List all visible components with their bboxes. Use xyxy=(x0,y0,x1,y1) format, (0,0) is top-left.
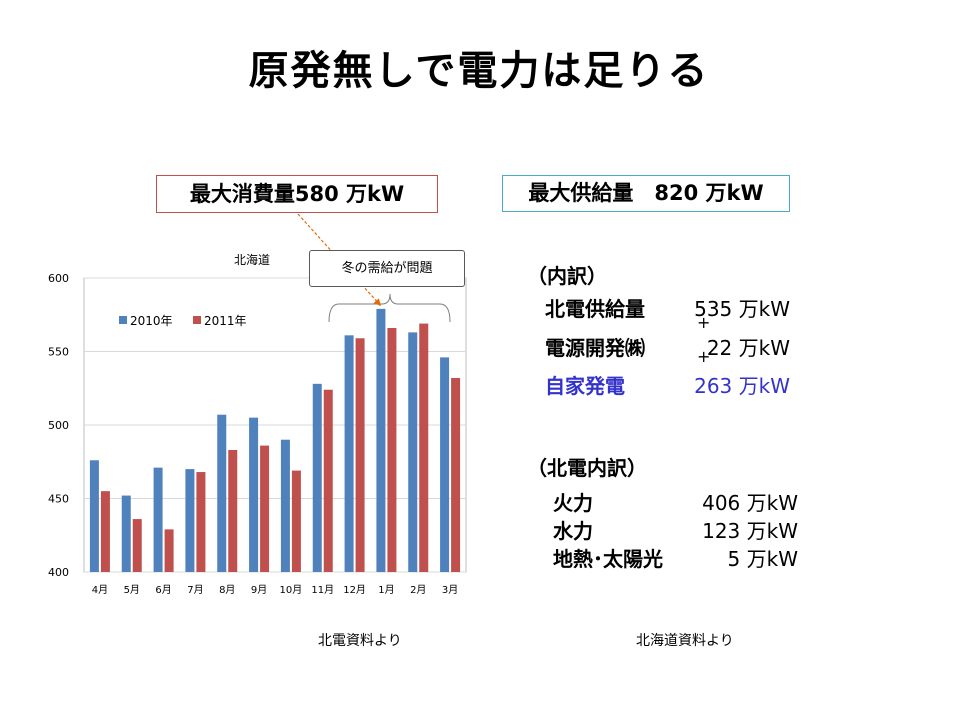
breakdown-label-jpower: 電源開発㈱ xyxy=(545,336,645,360)
bar-2011 xyxy=(196,472,206,572)
bar-2010 xyxy=(280,439,290,572)
x-tick-label: 7月 xyxy=(187,584,203,596)
x-tick-label: 6月 xyxy=(155,584,171,596)
x-tick-label: 2月 xyxy=(410,584,426,596)
breakdown-value-hokuden: 535 万kW xyxy=(694,297,790,321)
hokuden-label-geo-solar: 地熱･太陽光 xyxy=(553,547,663,571)
x-tick-label: 12月 xyxy=(343,584,366,596)
x-tick-label: 10月 xyxy=(280,584,303,596)
bar-2011 xyxy=(291,470,301,572)
bar-2010 xyxy=(312,383,322,572)
hokuden-label-hydro: 水力 xyxy=(553,519,593,543)
y-tick-label: 600 xyxy=(48,272,69,285)
x-tick-label: 5月 xyxy=(124,584,140,596)
source-right: 北海道資料より xyxy=(636,633,734,649)
legend-swatch-2011 xyxy=(193,316,201,324)
bar-2010 xyxy=(376,308,386,572)
bar-2011 xyxy=(260,445,270,572)
bar-2010 xyxy=(249,417,259,572)
x-tick-label: 3月 xyxy=(442,584,458,596)
hokuden-value-thermal: 406 万kW xyxy=(702,491,798,515)
max-supply-box: 最大供給量 820 万kW xyxy=(502,175,790,212)
plus-sign: + xyxy=(697,347,711,366)
hokuden-value-hydro: 123 万kW xyxy=(702,519,798,543)
chart-title: 北海道 xyxy=(234,252,270,267)
bar-2010 xyxy=(408,332,418,572)
bar-2010 xyxy=(185,469,195,572)
max-consumption-box: 最大消費量580 万kW xyxy=(156,175,438,213)
x-tick-label: 1月 xyxy=(378,584,394,596)
hokuden-value-geo-solar: 5 万kW xyxy=(727,547,798,571)
breakdown-heading: （内訳） xyxy=(527,264,607,288)
y-tick-label: 450 xyxy=(48,493,69,506)
x-tick-label: 11月 xyxy=(311,584,334,596)
plus-sign: + xyxy=(697,313,711,332)
x-tick-label: 4月 xyxy=(92,584,108,596)
bar-2011 xyxy=(100,491,110,572)
y-tick-label: 550 xyxy=(48,346,69,359)
bar-2011 xyxy=(387,327,397,572)
page-title: 原発無しで電力は足りる xyxy=(248,48,710,94)
bar-2010 xyxy=(153,467,163,572)
y-tick-label: 400 xyxy=(48,566,69,579)
bar-2010 xyxy=(121,495,131,572)
breakdown-label-selfgen: 自家発電 xyxy=(545,374,625,398)
hokuden-label-thermal: 火力 xyxy=(553,491,593,515)
bar-2011 xyxy=(228,449,238,572)
x-tick-label: 8月 xyxy=(219,584,235,596)
breakdown-value-selfgen: 263 万kW xyxy=(694,374,790,398)
bar-2011 xyxy=(355,338,365,572)
source-left: 北電資料より xyxy=(318,633,402,649)
y-tick-label: 500 xyxy=(48,419,69,432)
bar-2011 xyxy=(164,529,174,572)
bar-2011 xyxy=(419,323,429,572)
bar-2010 xyxy=(217,414,227,572)
bar-2010 xyxy=(344,335,354,572)
hokuden-heading: （北電内訳） xyxy=(527,456,647,480)
x-tick-label: 9月 xyxy=(251,584,267,596)
breakdown-label-hokuden: 北電供給量 xyxy=(545,297,645,321)
winter-bracket xyxy=(328,293,451,323)
bar-2010 xyxy=(89,460,99,572)
bar-2011 xyxy=(323,389,333,572)
legend-swatch-2010 xyxy=(119,316,127,324)
bar-2011 xyxy=(451,377,461,572)
bar-2011 xyxy=(132,519,142,572)
legend-label: 2011年 xyxy=(204,314,247,328)
winter-callout: 冬の需給が問題 xyxy=(309,250,465,287)
legend-label: 2010年 xyxy=(130,314,173,328)
breakdown-value-jpower: 22 万kW xyxy=(706,336,790,360)
bar-2010 xyxy=(440,357,450,572)
